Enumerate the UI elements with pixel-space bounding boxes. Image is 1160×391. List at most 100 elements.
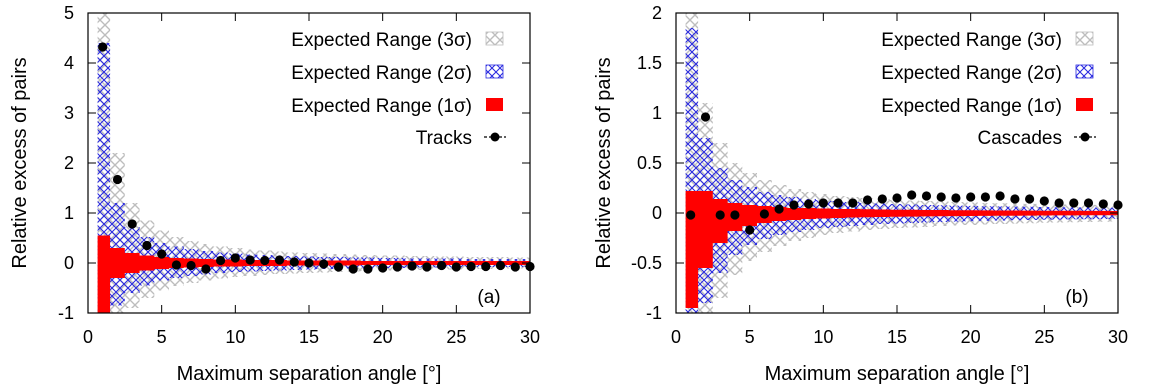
data-point	[848, 198, 858, 208]
data-point	[921, 191, 932, 201]
data-points-a	[98, 42, 535, 274]
y-tick-label: 0.5	[637, 153, 662, 173]
data-point	[1010, 194, 1020, 204]
x-ticks: 0 5 10 15 20 25 30	[83, 13, 540, 347]
data-point	[1098, 199, 1108, 209]
y-tick-label: 1	[64, 203, 74, 223]
data-point	[216, 255, 226, 266]
data-point	[407, 261, 417, 271]
data-point	[1083, 198, 1094, 208]
data-point	[171, 260, 181, 270]
data-point	[789, 200, 799, 210]
data-point	[319, 259, 329, 269]
data-point	[818, 198, 828, 208]
data-point	[274, 255, 285, 265]
legend-label-sigma3: Expected Range (3σ)	[881, 30, 1062, 51]
data-point	[1039, 196, 1049, 206]
y-tick-label: 4	[64, 53, 74, 73]
data-point	[759, 209, 770, 219]
data-point	[936, 192, 946, 202]
x-tick-label: 15	[887, 327, 907, 347]
data-point	[892, 193, 902, 203]
x-tick-label: 20	[961, 327, 981, 347]
legend-label-sigma2: Expected Range (2σ)	[291, 63, 472, 84]
data-point	[466, 261, 476, 272]
bands-a	[97, 13, 530, 313]
data-point	[730, 210, 740, 220]
data-point	[980, 192, 991, 202]
data-point	[186, 260, 196, 271]
panel-b: 0 5 10 15 20 25 30 -1 -0.5 0 0.5 1 1.5 2 Maximum sep…	[593, 3, 1128, 385]
legend-label-series: Tracks	[416, 128, 472, 149]
data-point	[907, 190, 917, 200]
data-point	[495, 260, 506, 271]
data-point	[715, 210, 725, 220]
data-point	[877, 194, 887, 204]
data-point	[304, 258, 314, 268]
data-point	[363, 264, 373, 274]
data-point	[951, 193, 961, 203]
data-point	[451, 262, 461, 272]
y-tick-label: 1	[652, 103, 662, 123]
y-tick-label: 5	[64, 3, 74, 23]
data-point	[333, 262, 344, 272]
panel-label: (b)	[1065, 287, 1088, 308]
panel-label: (a)	[477, 287, 500, 308]
legend-swatch-sigma3	[485, 31, 504, 46]
x-axis-label: Maximum separation angle [°]	[177, 363, 442, 385]
data-point	[804, 199, 814, 209]
data-point	[966, 192, 976, 202]
x-ticks: 0 5 10 15 20 25 30	[671, 13, 1128, 347]
sigma3-band	[685, 13, 1118, 313]
data-point	[127, 219, 137, 229]
data-point	[995, 191, 1005, 201]
data-point	[437, 260, 447, 271]
data-point	[774, 204, 784, 214]
y-tick-label: -1	[58, 303, 74, 323]
data-point	[348, 264, 358, 274]
y-tick-label: 1.5	[637, 53, 662, 73]
legend: Expected Range (3σ) Expected Range (2σ) …	[291, 30, 506, 149]
legend-swatch-sigma1	[1076, 98, 1093, 111]
data-point	[98, 42, 108, 52]
data-point	[1069, 198, 1079, 208]
y-tick-label: 0	[652, 203, 662, 223]
data-point	[260, 255, 270, 266]
data-point	[112, 174, 123, 185]
y-tick-label: -1	[646, 303, 662, 323]
x-tick-label: 0	[671, 327, 681, 347]
y-tick-label: 3	[64, 103, 74, 123]
data-point	[245, 255, 255, 265]
x-tick-label: 25	[446, 327, 466, 347]
data-point	[157, 249, 167, 259]
legend-series-marker	[1080, 132, 1090, 142]
data-point	[481, 261, 491, 272]
y-tick-label: -0.5	[631, 253, 662, 273]
data-point	[201, 264, 211, 274]
legend-label-sigma3: Expected Range (3σ)	[291, 30, 472, 51]
legend-label-series: Cascades	[978, 128, 1063, 149]
data-point	[745, 225, 755, 235]
data-point	[686, 210, 696, 220]
data-point	[700, 112, 711, 122]
y-tick-label: 0	[64, 253, 74, 273]
x-tick-label: 30	[1108, 327, 1128, 347]
legend-swatch-sigma2	[1075, 64, 1094, 79]
x-tick-label: 10	[225, 327, 245, 347]
legend-label-sigma1: Expected Range (1σ)	[291, 96, 472, 117]
data-point	[1025, 194, 1035, 204]
legend-label-sigma2: Expected Range (2σ)	[881, 63, 1062, 84]
legend-series-marker	[490, 132, 500, 142]
data-point	[289, 257, 299, 267]
data-point	[833, 198, 843, 208]
y-axis-label: Relative excess of pairs	[9, 57, 31, 268]
legend-swatch-sigma1	[486, 98, 503, 111]
y-axis-label: Relative excess of pairs	[593, 57, 615, 268]
legend-swatch-sigma2	[485, 64, 504, 79]
y-ticks: -1 0 1 2 3 4 5	[58, 3, 530, 323]
x-tick-label: 5	[157, 327, 167, 347]
y-tick-label: 2	[652, 3, 662, 23]
data-point	[422, 262, 432, 272]
x-tick-label: 0	[83, 327, 93, 347]
